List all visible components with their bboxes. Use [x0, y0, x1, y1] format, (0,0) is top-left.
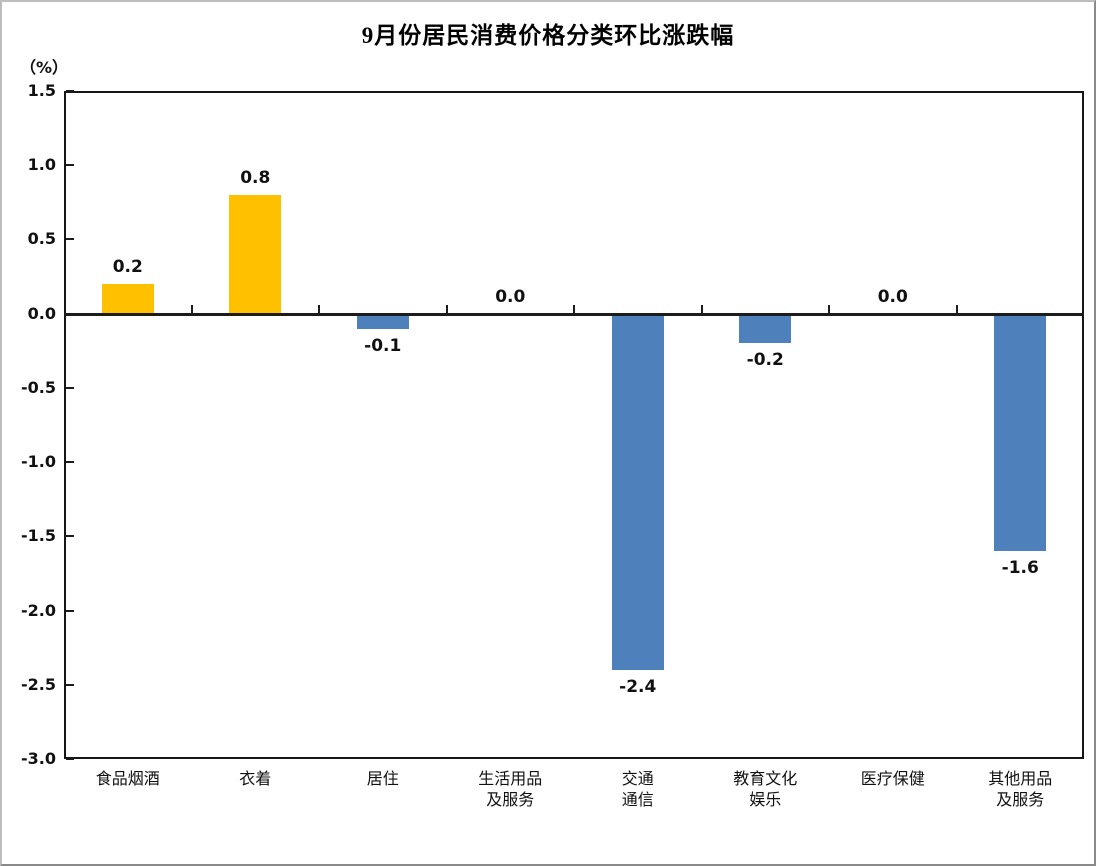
y-axis-unit-label: （%）: [20, 58, 69, 77]
bar-8: [994, 313, 1047, 552]
y-axis-tick-label: -2.0: [21, 600, 56, 620]
bar-value-label: -1.6: [1001, 558, 1039, 579]
y-axis-tick: [66, 535, 74, 538]
plot-frame: [64, 91, 1084, 759]
y-axis-tick-label: -1.0: [21, 452, 56, 472]
y-axis-tick: [66, 386, 74, 389]
y-axis-tick: [66, 461, 74, 464]
x-axis-category-label: 衣着: [239, 771, 272, 788]
y-axis-tick-label: -2.5: [21, 674, 56, 694]
bar-value-label: 0.8: [240, 167, 271, 188]
y-axis-tick-label: 0.5: [27, 229, 56, 249]
x-axis-boundary-tick: [955, 304, 958, 313]
chart-title: 9月份居民消费价格分类环比涨跌幅: [361, 23, 735, 48]
y-axis-tick-label: 1.0: [27, 155, 56, 175]
bar-value-label: -0.2: [746, 350, 784, 371]
x-axis-boundary-tick: [828, 304, 830, 313]
x-axis-boundary-tick: [318, 304, 320, 313]
bar-value-label: 0.0: [877, 286, 908, 307]
bar-5: [611, 313, 664, 670]
bar-value-label: 0.2: [112, 256, 143, 277]
y-axis-tick: [66, 90, 74, 92]
bar-value-label: -0.1: [364, 335, 402, 356]
y-axis-tick-label: -0.5: [21, 377, 56, 397]
bar-2: [229, 194, 282, 314]
y-axis-tick-label: -3.0: [21, 749, 56, 768]
x-axis-category-label: 教育文化 娱乐: [733, 771, 798, 809]
x-axis-category-label: 居住: [366, 771, 399, 788]
bar-3: [356, 313, 409, 329]
zero-axis-line: [64, 312, 1084, 316]
y-axis-tick-label: -1.5: [21, 526, 56, 546]
y-axis-tick: [66, 609, 74, 612]
x-axis-boundary-tick: [445, 304, 448, 313]
y-axis-tick-label: 1.5: [27, 81, 56, 100]
y-axis-tick-label: 0.0: [27, 303, 56, 323]
bar-6: [739, 313, 792, 344]
x-axis-category-label: 交通 通信: [621, 771, 654, 809]
bar-1: [101, 283, 154, 314]
y-axis-tick: [66, 238, 74, 241]
x-axis-category-label: 其他用品 及服务: [988, 771, 1053, 809]
y-axis-tick: [66, 683, 74, 686]
x-axis-category-label: 食品烟酒: [95, 771, 160, 788]
x-axis-category-label: 医疗保健: [860, 771, 925, 788]
x-axis-boundary-tick: [573, 304, 575, 313]
bar-value-label: -2.4: [619, 676, 657, 697]
x-axis-boundary-tick: [190, 304, 193, 313]
x-axis-boundary-tick: [700, 304, 703, 313]
x-axis-category-label: 生活用品 及服务: [478, 771, 543, 809]
y-axis-tick: [66, 164, 74, 167]
bar-value-label: 0.0: [495, 286, 526, 307]
y-axis-tick: [66, 758, 74, 760]
